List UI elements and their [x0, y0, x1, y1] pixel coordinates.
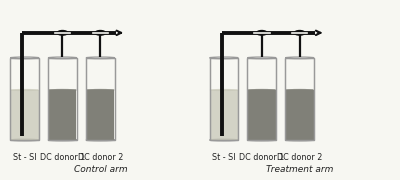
- Ellipse shape: [248, 139, 276, 141]
- Circle shape: [95, 31, 106, 35]
- Ellipse shape: [86, 57, 115, 59]
- Bar: [48, 58, 77, 140]
- Ellipse shape: [48, 139, 76, 141]
- Ellipse shape: [248, 139, 276, 141]
- Bar: [86, 90, 114, 140]
- Text: St - SI: St - SI: [13, 153, 36, 162]
- Ellipse shape: [210, 57, 238, 59]
- Ellipse shape: [286, 139, 314, 141]
- Bar: [86, 58, 115, 140]
- Text: Treatment arm: Treatment arm: [266, 165, 333, 174]
- Ellipse shape: [11, 139, 38, 141]
- Ellipse shape: [86, 139, 114, 141]
- Bar: [10, 58, 39, 140]
- Text: DC donor 2: DC donor 2: [78, 153, 123, 162]
- Ellipse shape: [11, 89, 38, 91]
- Text: St - SI: St - SI: [212, 153, 236, 162]
- Ellipse shape: [286, 89, 314, 91]
- Ellipse shape: [285, 139, 314, 141]
- Ellipse shape: [86, 89, 114, 91]
- Ellipse shape: [86, 139, 115, 141]
- Ellipse shape: [248, 57, 276, 59]
- Bar: [86, 58, 115, 140]
- Bar: [11, 90, 38, 140]
- Text: DC donor 2: DC donor 2: [277, 153, 322, 162]
- Circle shape: [57, 31, 68, 35]
- Text: DC donor 1: DC donor 1: [239, 153, 284, 162]
- Bar: [10, 58, 39, 140]
- Bar: [48, 90, 76, 140]
- Text: Control arm: Control arm: [74, 165, 127, 174]
- Text: DC donor 1: DC donor 1: [40, 153, 85, 162]
- Bar: [48, 58, 77, 140]
- Bar: [210, 90, 238, 140]
- Ellipse shape: [210, 89, 238, 91]
- Ellipse shape: [210, 139, 238, 141]
- Bar: [248, 58, 276, 140]
- Bar: [248, 90, 276, 140]
- Bar: [248, 58, 276, 140]
- Ellipse shape: [285, 57, 314, 59]
- Circle shape: [257, 31, 267, 35]
- Bar: [210, 58, 238, 140]
- Ellipse shape: [48, 139, 77, 141]
- Ellipse shape: [210, 139, 238, 141]
- Bar: [285, 58, 314, 140]
- Bar: [210, 58, 238, 140]
- Ellipse shape: [248, 89, 276, 91]
- Circle shape: [294, 31, 305, 35]
- Ellipse shape: [10, 57, 39, 59]
- Bar: [285, 58, 314, 140]
- Bar: [286, 90, 314, 140]
- Ellipse shape: [48, 89, 76, 91]
- Ellipse shape: [10, 139, 39, 141]
- Ellipse shape: [48, 57, 77, 59]
